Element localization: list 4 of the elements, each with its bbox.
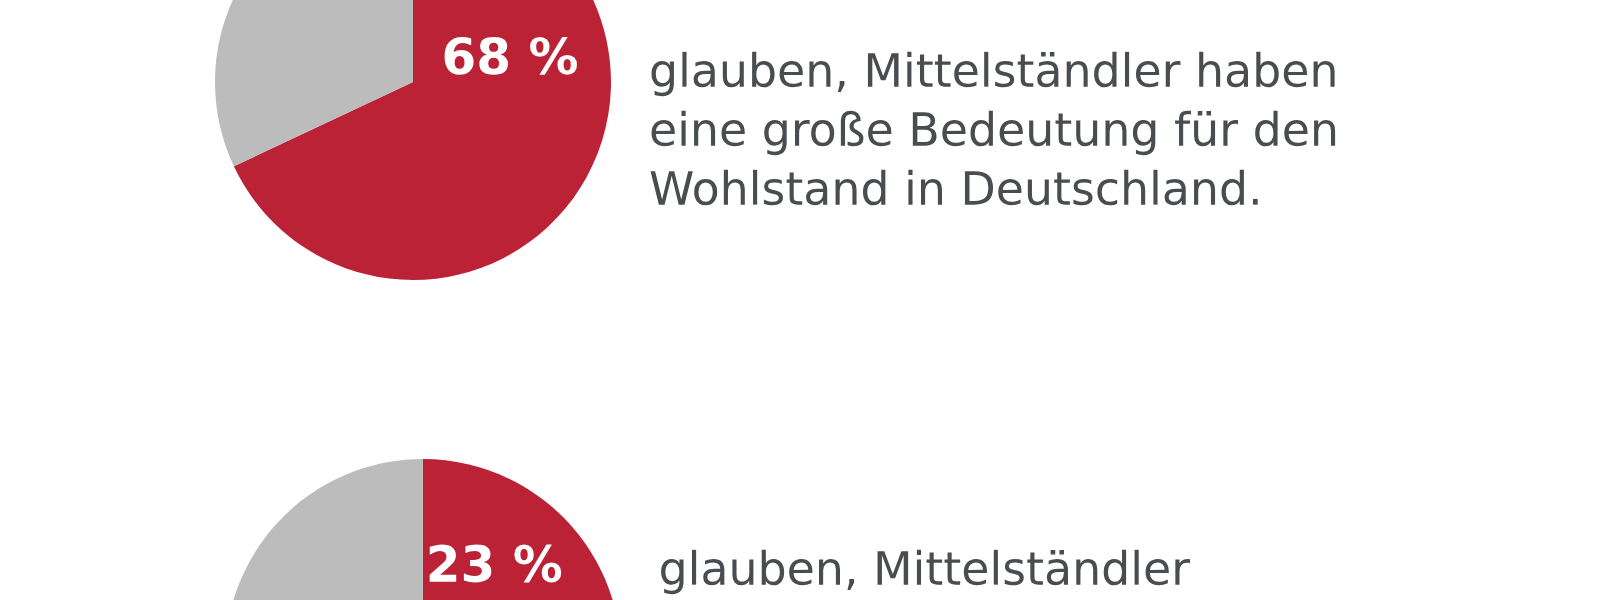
- text: glauben, Mittelständler haben eine große Bedeutung für den Wohlstand in Deutschland.: [650, 51, 1336, 206]
- data-label: 68 %: [444, 36, 577, 75]
- text: glauben, Mittelständler: [661, 549, 1191, 595]
- data-label: 23 %: [429, 544, 562, 583]
